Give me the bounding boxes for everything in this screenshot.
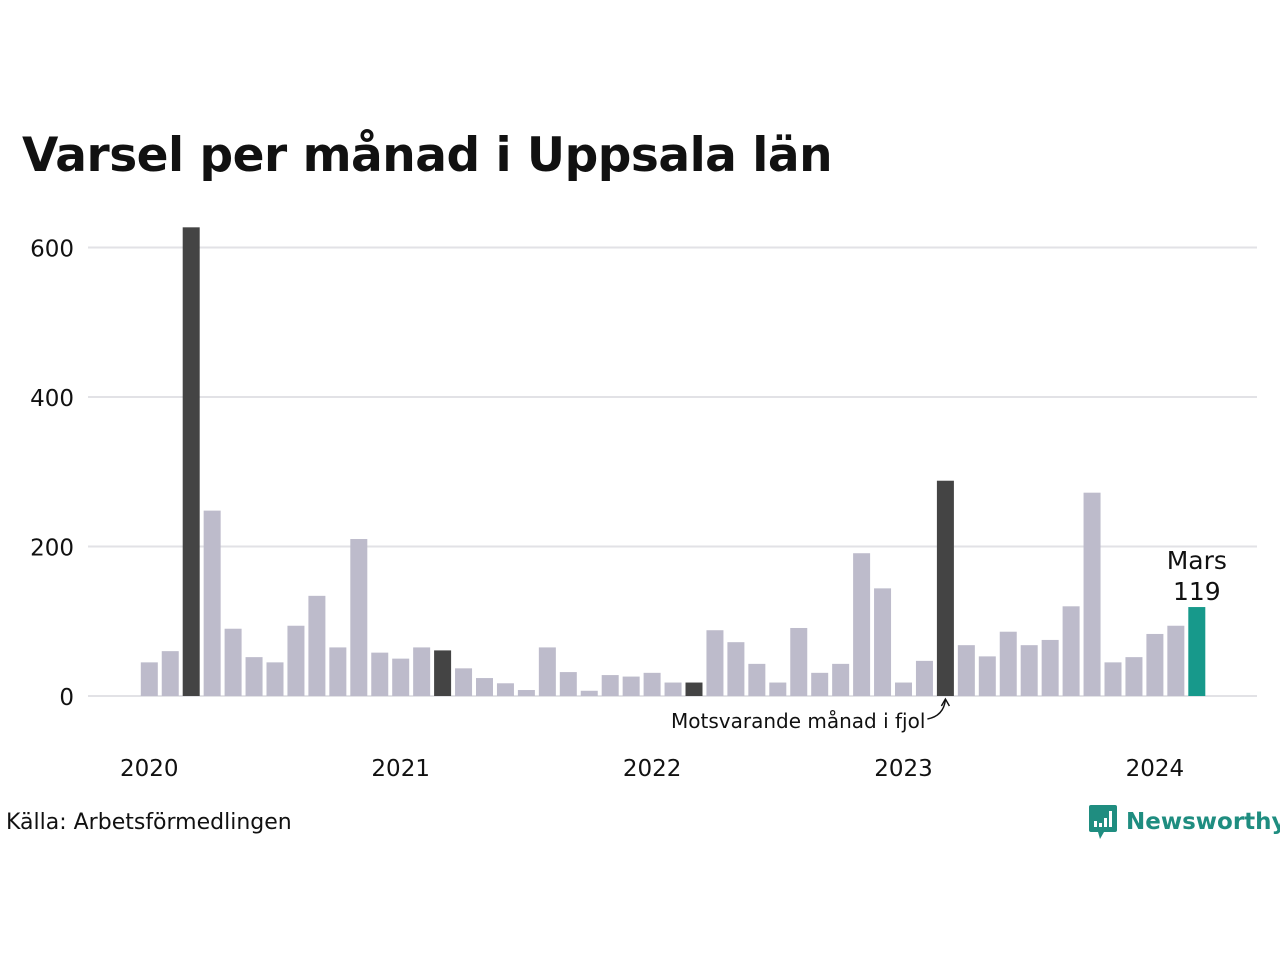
bar-2023-06 — [999, 631, 1017, 696]
bar-2022-04 — [706, 630, 724, 696]
bar-2023-02 — [915, 660, 933, 696]
bar-2021-02 — [413, 647, 431, 696]
bar-2020-05 — [224, 628, 242, 696]
bar-2021-12 — [622, 676, 640, 696]
x-axis: 2020 2021 2022 2023 2024 — [120, 756, 1184, 782]
bar-2020-06 — [245, 657, 263, 696]
annotation-arrowhead — [940, 697, 951, 707]
bar-2021-06 — [496, 683, 514, 696]
current-value-label: 119 — [1173, 577, 1221, 606]
bar-2022-10 — [832, 663, 850, 696]
gridlines — [88, 246, 1257, 697]
x-tick-label: 2021 — [371, 756, 430, 782]
bar-2024-01 — [1146, 633, 1164, 696]
bar-2022-01 — [643, 672, 661, 696]
bar-2020-08 — [287, 625, 305, 696]
bar-2023-09 — [1062, 606, 1080, 696]
bar-2021-07 — [517, 690, 535, 696]
annotation: Motsvarande månad i fjol — [671, 697, 951, 733]
bar-2022-08 — [790, 627, 808, 696]
brand-logo: Newsworthy — [1088, 802, 1280, 842]
bar-2020-01 — [140, 662, 158, 696]
bar-2023-03 — [936, 480, 954, 696]
annotation-arrow — [927, 699, 947, 720]
bar-2022-07 — [769, 682, 787, 696]
bar-2023-11 — [1104, 662, 1122, 696]
bar-2023-04 — [957, 645, 975, 696]
bar-2024-02 — [1167, 625, 1185, 696]
bar-2020-12 — [371, 652, 389, 696]
y-tick-label: 0 — [59, 685, 74, 711]
brand-name: Newsworthy — [1126, 809, 1280, 835]
x-tick-label: 2023 — [874, 756, 933, 782]
chart-title: Varsel per månad i Uppsala län — [22, 128, 833, 183]
bar-2022-02 — [664, 682, 682, 696]
bar-2021-03 — [434, 650, 452, 696]
y-tick-label: 200 — [30, 536, 74, 562]
bar-2023-07 — [1020, 645, 1038, 696]
bar-2023-12 — [1125, 657, 1143, 696]
bar-2020-03 — [182, 227, 200, 696]
bar-2023-01 — [895, 682, 912, 696]
bar-2021-10 — [580, 690, 598, 696]
x-tick-label: 2022 — [623, 756, 682, 782]
bar-2021-09 — [559, 672, 577, 696]
source-note: Källa: Arbetsförmedlingen — [6, 810, 292, 835]
x-tick-label: 2024 — [1126, 756, 1185, 782]
bar-2020-02 — [161, 651, 179, 696]
bar-2023-10 — [1083, 492, 1101, 696]
y-tick-label: 400 — [30, 386, 74, 412]
bar-2022-12 — [874, 588, 892, 696]
bar-2021-08 — [538, 647, 556, 696]
y-tick-label: 600 — [30, 237, 74, 263]
bar-2022-06 — [748, 663, 766, 696]
bar-2021-05 — [476, 678, 493, 696]
bar-2020-07 — [266, 662, 284, 696]
newsworthy-logo-icon — [1089, 805, 1117, 839]
bar-2022-05 — [727, 642, 745, 696]
bar-2021-11 — [601, 675, 619, 696]
bar-2024-03 — [1188, 607, 1206, 696]
bar-2022-11 — [853, 553, 871, 696]
y-axis: 0 200 400 600 — [30, 237, 74, 712]
bar-2022-03 — [685, 682, 703, 696]
bar-2021-04 — [455, 668, 473, 696]
bar-2023-08 — [1041, 639, 1059, 696]
annotation-label: Motsvarande månad i fjol — [671, 709, 925, 733]
bars — [140, 227, 1206, 697]
bar-2023-05 — [978, 656, 996, 696]
bar-2020-10 — [329, 647, 347, 696]
bar-2022-09 — [811, 672, 829, 696]
bar-2020-09 — [308, 595, 326, 696]
bar-2020-04 — [203, 510, 221, 696]
current-month-label: Mars — [1167, 546, 1227, 575]
bar-2020-11 — [350, 539, 368, 696]
bar-2021-01 — [392, 658, 410, 697]
x-tick-label: 2020 — [120, 756, 179, 782]
